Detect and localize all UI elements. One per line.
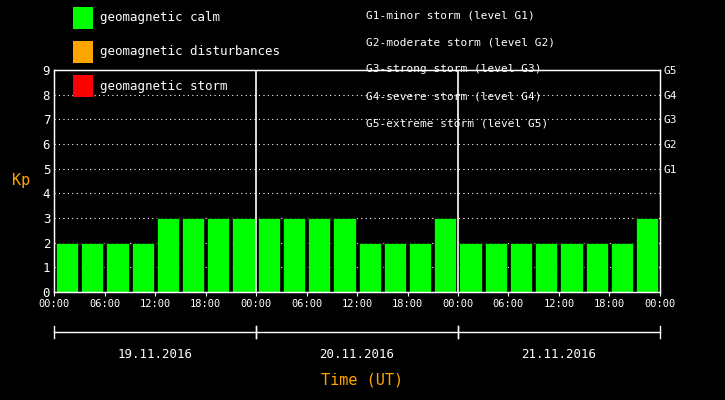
Bar (233, 218, 254, 292)
Text: G3-strong storm (level G3): G3-strong storm (level G3) (366, 64, 542, 74)
Bar (308, 218, 331, 292)
Bar (560, 243, 583, 292)
Text: G4-severe storm (level G4): G4-severe storm (level G4) (366, 92, 542, 102)
Text: 21.11.2016: 21.11.2016 (521, 348, 597, 360)
Bar (182, 218, 204, 292)
Bar (510, 243, 532, 292)
Bar (56, 243, 78, 292)
Text: G5-extreme storm (level G5): G5-extreme storm (level G5) (366, 119, 548, 129)
Bar (409, 243, 431, 292)
Bar (535, 243, 558, 292)
Text: Kp: Kp (12, 174, 30, 188)
Bar (283, 218, 305, 292)
Text: G1-minor storm (level G1): G1-minor storm (level G1) (366, 10, 535, 20)
Bar (334, 218, 355, 292)
Bar (359, 243, 381, 292)
Text: geomagnetic storm: geomagnetic storm (100, 80, 228, 92)
Bar (207, 218, 229, 292)
Bar (157, 218, 179, 292)
Text: 19.11.2016: 19.11.2016 (117, 348, 193, 360)
Bar (611, 243, 633, 292)
Text: geomagnetic disturbances: geomagnetic disturbances (100, 46, 280, 58)
Text: 20.11.2016: 20.11.2016 (320, 348, 394, 360)
Bar (81, 243, 103, 292)
Bar (586, 243, 608, 292)
Text: G2-moderate storm (level G2): G2-moderate storm (level G2) (366, 37, 555, 47)
Bar (460, 243, 481, 292)
Text: Time (UT): Time (UT) (321, 372, 404, 388)
Bar (434, 218, 457, 292)
Text: geomagnetic calm: geomagnetic calm (100, 12, 220, 24)
Bar (131, 243, 154, 292)
Bar (257, 218, 280, 292)
Bar (636, 218, 658, 292)
Bar (384, 243, 406, 292)
Bar (485, 243, 507, 292)
Bar (107, 243, 128, 292)
